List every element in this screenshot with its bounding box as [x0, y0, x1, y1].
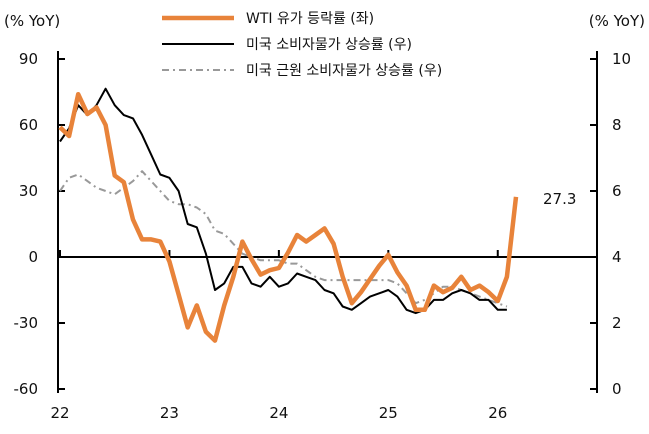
right-axis-label: (% YoY) [589, 12, 645, 30]
series-line-0 [58, 91, 519, 343]
axes: 90 60 30 0 -30 -60 10 8 6 4 2 0 22 23 24 25 26 [14, 50, 632, 422]
legend-label: 미국 근원 소비자물가 상승률 (우) [246, 63, 442, 79]
right-tick-label: 6 [612, 182, 622, 200]
right-tick-label: 10 [612, 50, 631, 68]
right-tick-label: 0 [612, 380, 622, 398]
left-axis-label: (% YoY) [4, 12, 60, 30]
series-line-1 [59, 87, 507, 315]
left-tick-label: 0 [28, 248, 38, 266]
x-tick-label: 23 [160, 404, 179, 422]
legend-label: WTI 유가 등락률 (좌) [246, 11, 374, 27]
left-tick-label: -60 [14, 380, 39, 398]
left-tick-label: 90 [19, 50, 38, 68]
x-tick-label: 22 [50, 404, 69, 422]
series-lines [58, 87, 519, 343]
x-tick-label: 26 [488, 404, 507, 422]
x-tick-label: 25 [379, 404, 398, 422]
right-tick-label: 2 [612, 314, 622, 332]
wti-last-value-label: 27.3 [543, 190, 576, 208]
legend: WTI 유가 등락률 (좌) 미국 소비자물가 상승률 (우) 미국 근원 소비자물… [162, 11, 442, 79]
right-tick-label: 8 [612, 116, 622, 134]
left-tick-label: -30 [14, 314, 39, 332]
legend-label: 미국 소비자물가 상승률 (우) [246, 37, 412, 53]
left-tick-label: 60 [19, 116, 38, 134]
left-tick-label: 30 [19, 182, 38, 200]
x-tick-label: 24 [269, 404, 288, 422]
right-tick-label: 4 [612, 248, 622, 266]
